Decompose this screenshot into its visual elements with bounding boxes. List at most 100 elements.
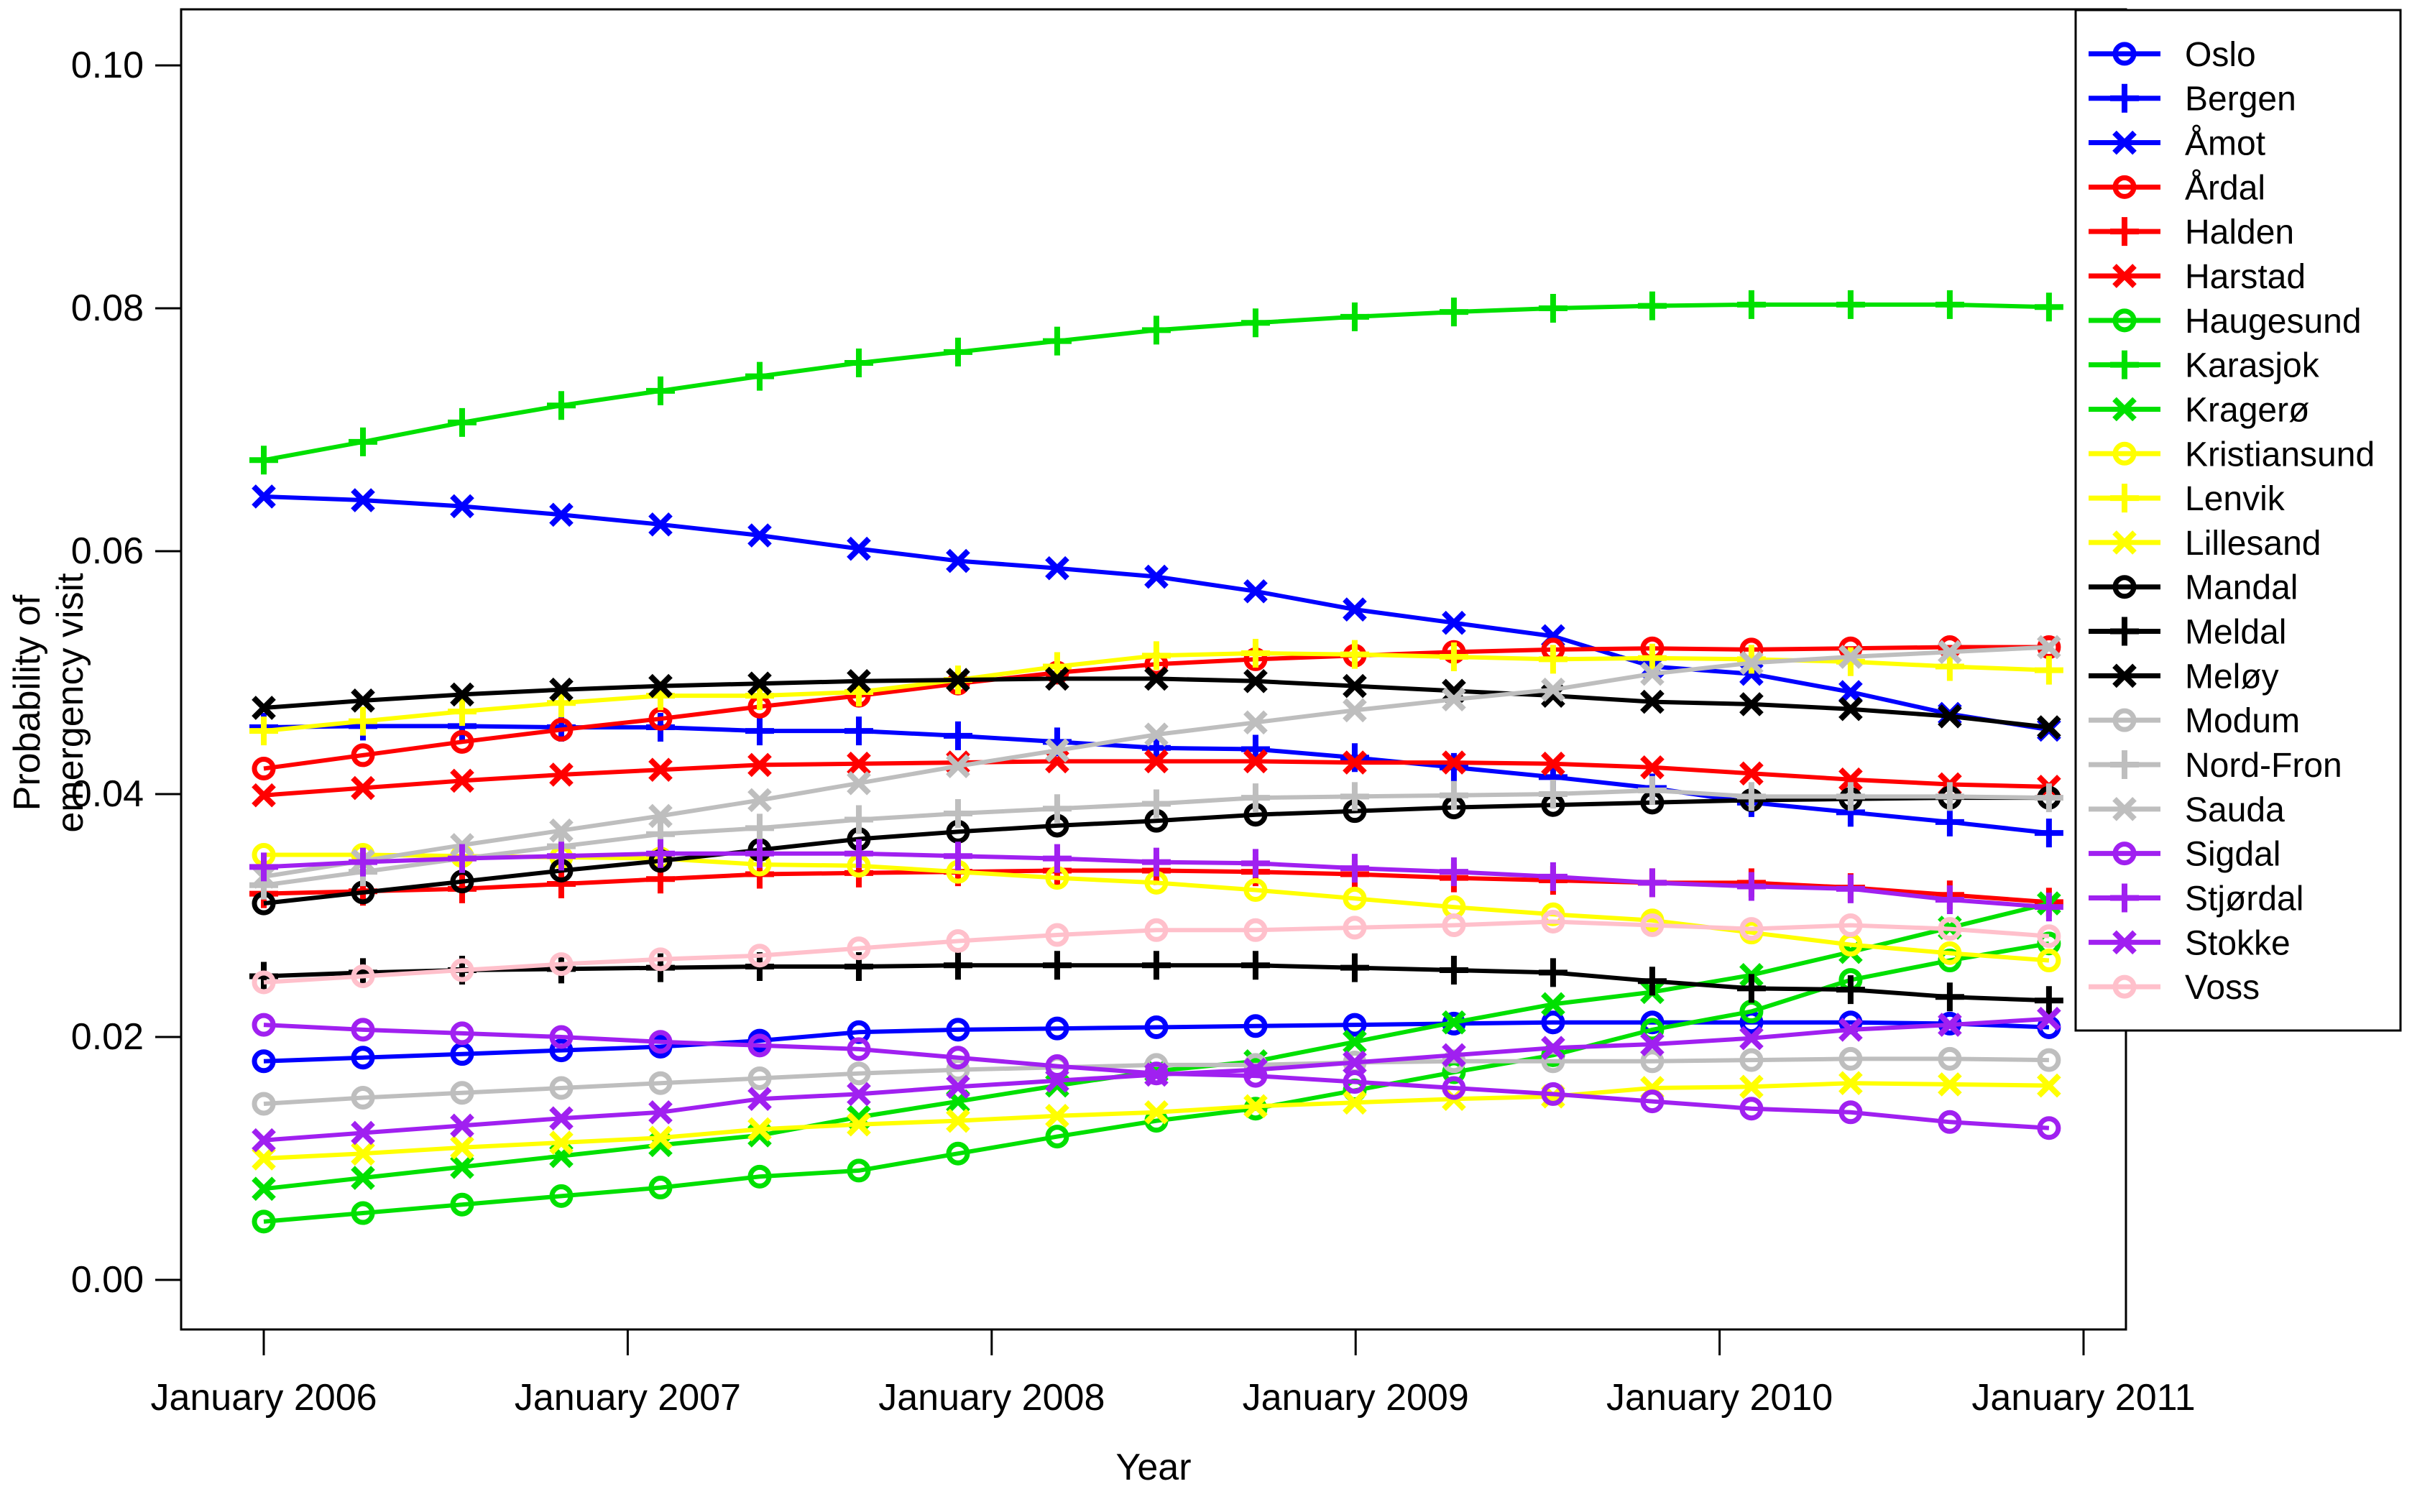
marker-cross — [847, 770, 871, 796]
x-tick-label: January 2010 — [1606, 1377, 1833, 1419]
marker-cross — [450, 682, 474, 707]
marker-plus — [1836, 290, 1865, 319]
marker-cross — [1838, 696, 1863, 722]
marker-circle — [747, 1066, 772, 1090]
marker-circle — [648, 1030, 673, 1054]
marker-circle — [549, 1025, 574, 1049]
marker-cross — [2112, 397, 2137, 422]
legend-label: Harstad — [2185, 258, 2306, 296]
marker-cross — [351, 1141, 375, 1166]
marker-circle — [252, 1013, 276, 1037]
marker-plus — [1439, 642, 1468, 672]
marker-circle — [1442, 913, 1466, 938]
legend-label: Lenvik — [2185, 480, 2286, 518]
marker-plus — [1935, 782, 1964, 811]
legend-label: Modum — [2185, 702, 2300, 740]
marker-cross — [549, 1106, 574, 1131]
legend-item-haugesund: Haugesund — [2089, 303, 2362, 341]
marker-circle — [747, 1164, 772, 1189]
marker-cross — [2112, 663, 2137, 688]
legend-item-mandal: Mandal — [2089, 569, 2298, 607]
marker-plus — [2034, 783, 2063, 813]
marker-circle — [648, 1071, 673, 1095]
series-stokke — [252, 1006, 2061, 1153]
marker-cross — [2112, 530, 2137, 555]
marker-circle — [2037, 1048, 2061, 1072]
marker-plus — [1637, 643, 1667, 673]
marker-cross — [1343, 1050, 1367, 1075]
marker-cross — [747, 1117, 772, 1142]
marker-plus — [1736, 782, 1766, 811]
marker-plus — [1439, 298, 1468, 327]
marker-plus — [943, 337, 972, 367]
x-tick-label: January 2009 — [1243, 1377, 1469, 1419]
legend-item-karasjok: Karasjok — [2089, 347, 2320, 385]
marker-circle — [351, 1046, 375, 1070]
series-line — [263, 941, 2050, 1224]
marker-plus — [745, 361, 774, 391]
marker-circle — [2112, 842, 2137, 866]
marker-plus — [249, 716, 278, 746]
marker-circle — [2037, 949, 2061, 973]
marker-cross — [2112, 796, 2137, 821]
marker-circle — [1442, 1076, 1466, 1100]
marker-plus — [1637, 291, 1667, 321]
marker-cross — [747, 752, 772, 778]
series-line — [263, 676, 2050, 730]
marker-cross — [648, 1125, 673, 1151]
legend: Oslo Bergen Åmot Årdal Halden Harstad Haugesun… — [2074, 9, 2402, 1032]
legend-label: Meløy — [2185, 658, 2279, 696]
marker-cross — [1541, 751, 1565, 776]
marker-circle — [549, 1076, 574, 1100]
marker-plus — [546, 842, 576, 871]
series-voss — [252, 909, 2061, 995]
marker-cross — [1541, 677, 1565, 702]
marker-circle — [1343, 916, 1367, 940]
marker-plus — [1340, 854, 1369, 883]
marker-plus — [1538, 958, 1568, 987]
marker-plus — [1736, 872, 1766, 901]
marker-circle — [1739, 917, 1764, 941]
marker-circle — [1045, 923, 1069, 947]
marker-cross — [549, 762, 574, 787]
marker-circle — [450, 1192, 474, 1217]
series-mel-y — [252, 666, 2061, 739]
marker-cross — [1243, 669, 1268, 693]
legend-label: Kristiansund — [2185, 435, 2375, 474]
marker-cross — [1541, 992, 1565, 1017]
marker-plus — [1141, 641, 1171, 670]
marker-circle — [2112, 175, 2137, 199]
marker-cross — [1343, 698, 1367, 723]
marker-circle — [1640, 913, 1665, 938]
marker-circle — [1243, 918, 1268, 942]
marker-plus — [1637, 868, 1667, 898]
marker-cross — [2112, 130, 2137, 155]
marker-cross — [648, 803, 673, 829]
marker-plus — [1240, 951, 1270, 980]
series-karasjok — [249, 290, 2063, 475]
marker-plus — [2110, 484, 2139, 513]
marker-plus — [844, 349, 873, 378]
legend-item-sauda: Sauda — [2089, 791, 2285, 829]
marker-plus — [2110, 217, 2139, 246]
legend-item-stokke: Stokke — [2089, 924, 2291, 962]
marker-plus — [1042, 794, 1072, 824]
marker-cross — [1541, 1036, 1565, 1061]
marker-circle — [1938, 941, 1962, 965]
marker-cross — [1838, 1018, 1863, 1042]
marker-plus — [1736, 974, 1766, 1003]
marker-circle — [2112, 441, 2137, 466]
marker-cross — [1045, 556, 1069, 581]
marker-plus — [1340, 953, 1369, 982]
marker-circle — [1739, 1097, 1764, 1121]
marker-cross — [946, 548, 970, 573]
marker-cross — [1243, 1094, 1268, 1119]
marker-cross — [549, 1130, 574, 1155]
marker-plus — [1538, 645, 1568, 674]
marker-circle — [1343, 886, 1367, 911]
marker-cross — [2112, 264, 2137, 288]
marker-circle — [252, 1092, 276, 1116]
marker-circle — [252, 1049, 276, 1074]
marker-plus — [844, 805, 873, 834]
